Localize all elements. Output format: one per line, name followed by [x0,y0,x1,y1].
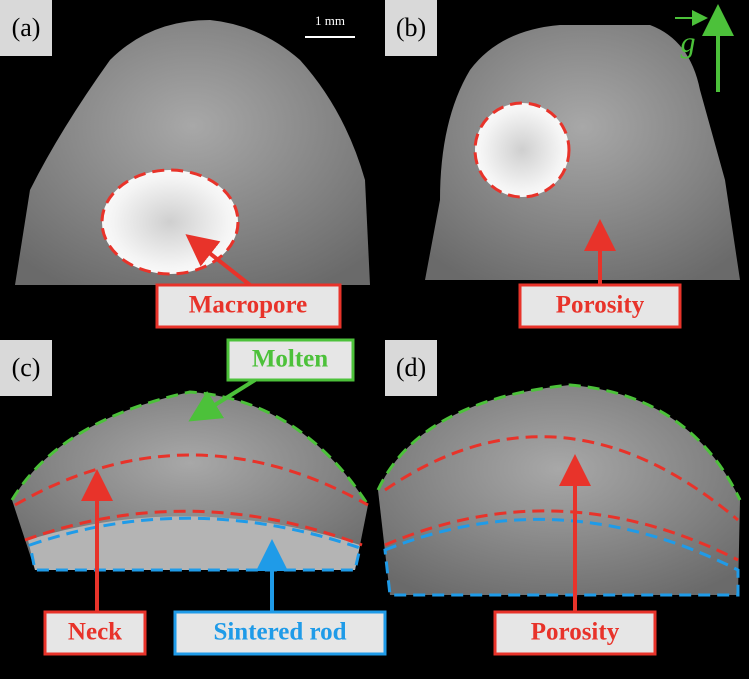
panel-label-box [0,0,52,56]
sample-b [425,25,740,280]
annotation: Neck [68,619,122,646]
macropore-outline [473,101,571,199]
neck-outline [384,509,739,562]
annotation-box [155,283,342,329]
annotation-box [43,610,147,656]
panel-label-box [385,0,437,56]
panel-label-box [0,340,52,396]
arrow [185,234,252,287]
annotation-box [226,338,355,382]
panel-label: (c) [12,353,41,382]
annotation: Sintered rod [213,619,346,646]
annotation: Porosity [556,292,645,319]
molten-outline [376,383,742,501]
gravity-label: g [681,26,696,59]
panel-label: (d) [396,353,426,382]
annotation: Porosity [531,619,620,646]
neck-outline [384,435,739,522]
macropore-outline [100,168,240,276]
panel-label: (a) [12,13,41,42]
annotation-box [493,610,657,656]
panel-label-box [385,340,437,396]
annotation: Macropore [189,292,307,319]
rod-outline [28,516,362,572]
sample-d [378,385,740,595]
annotation: Molten [252,346,328,373]
neck-outline [24,509,363,547]
panel-label: (b) [396,13,426,42]
rod-outline [383,517,740,597]
arrow [188,378,257,422]
macropore [475,103,569,197]
scale-bar-label: 1 mm [315,13,345,28]
annotation-box [518,283,682,329]
annotation-box [173,610,387,656]
